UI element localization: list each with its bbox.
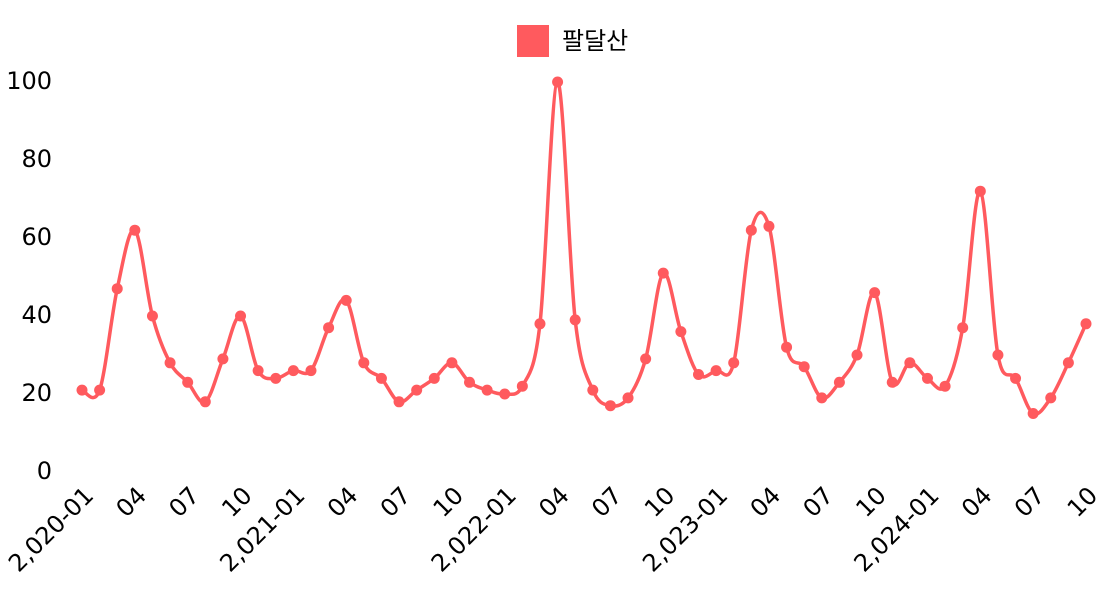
point	[587, 384, 599, 396]
x-tick-label: 10	[639, 481, 680, 522]
point	[235, 310, 247, 322]
x-tick-label: 2,020-01	[3, 481, 99, 577]
x-tick-label: 10	[428, 481, 469, 522]
point	[287, 365, 299, 377]
x-tick-label: 10	[850, 481, 891, 522]
point	[869, 287, 881, 299]
point	[428, 372, 440, 384]
point	[375, 372, 387, 384]
point	[692, 369, 704, 380]
point	[957, 322, 969, 334]
point	[252, 365, 264, 377]
point	[534, 318, 546, 330]
point	[552, 76, 564, 88]
point	[622, 392, 634, 404]
x-tick-label: 04	[322, 481, 363, 522]
x-tick-label: 04	[533, 481, 574, 522]
point	[781, 341, 793, 353]
x-tick-label: 07	[586, 481, 627, 522]
point	[1080, 318, 1092, 330]
point	[111, 283, 123, 295]
y-tick-label: 20	[21, 379, 52, 407]
point	[974, 185, 986, 197]
x-tick-label: 07	[163, 481, 204, 522]
point	[728, 357, 740, 369]
x-tick-label: 10	[1062, 481, 1103, 522]
point	[833, 376, 845, 388]
point	[992, 349, 1004, 361]
y-tick-label: 40	[21, 301, 52, 329]
point	[358, 357, 370, 369]
point	[640, 353, 652, 365]
point	[94, 384, 106, 396]
point	[657, 267, 669, 279]
x-tick-label: 07	[1009, 481, 1050, 522]
point	[939, 380, 951, 392]
point	[270, 372, 282, 384]
x-tick-label: 10	[216, 481, 257, 522]
point	[393, 396, 405, 408]
point	[763, 220, 775, 232]
point	[164, 357, 176, 369]
y-tick-label: 60	[21, 223, 52, 251]
x-tick-label: 07	[375, 481, 416, 522]
point	[340, 294, 352, 306]
point	[569, 314, 581, 326]
point	[199, 396, 211, 408]
line	[81, 80, 1088, 416]
point	[904, 357, 916, 369]
point	[323, 322, 335, 334]
point	[217, 353, 229, 365]
point	[1062, 357, 1074, 369]
y-tick-label: 0	[37, 457, 52, 485]
point	[129, 224, 141, 236]
x-tick-label: 04	[956, 481, 997, 522]
point	[886, 376, 898, 388]
y-tick-label: 100	[6, 67, 52, 95]
point	[1045, 392, 1057, 404]
point	[816, 392, 828, 404]
point	[921, 372, 933, 384]
point	[1027, 408, 1039, 419]
point	[1010, 372, 1022, 384]
legend-swatch	[517, 25, 549, 57]
point	[516, 380, 528, 392]
x-tick-label: 04	[111, 481, 152, 522]
point	[604, 400, 616, 412]
point	[798, 361, 810, 373]
point	[851, 349, 863, 361]
legend-label: 팔달산	[562, 27, 628, 55]
point	[182, 376, 194, 388]
point	[710, 365, 722, 377]
point	[481, 384, 493, 396]
point	[411, 384, 423, 396]
point	[305, 365, 317, 377]
x-tick-label: 07	[798, 481, 839, 522]
point	[76, 384, 88, 396]
point	[499, 388, 511, 400]
point	[146, 310, 158, 322]
y-tick-label: 80	[21, 145, 52, 173]
point	[745, 224, 757, 236]
point	[464, 376, 476, 388]
x-tick-label: 04	[745, 481, 786, 522]
point	[675, 326, 687, 338]
point	[446, 357, 458, 369]
